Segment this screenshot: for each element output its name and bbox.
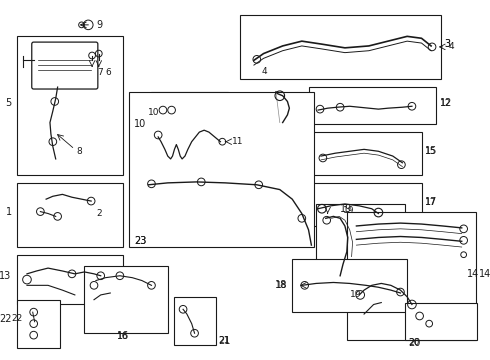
- Text: 20: 20: [408, 338, 419, 347]
- Text: 16: 16: [117, 331, 129, 341]
- Text: 14: 14: [479, 269, 490, 279]
- Text: 4: 4: [262, 67, 267, 76]
- Text: 9: 9: [96, 20, 102, 30]
- Bar: [292, 258, 407, 312]
- Bar: [240, 15, 441, 80]
- Text: 6: 6: [105, 68, 111, 77]
- Text: 19: 19: [340, 204, 352, 214]
- Text: 16: 16: [117, 332, 128, 341]
- Text: 13: 13: [0, 271, 12, 281]
- Text: 11: 11: [232, 137, 244, 146]
- Text: 17: 17: [425, 197, 438, 207]
- Text: 10: 10: [147, 108, 159, 117]
- Text: 14: 14: [466, 269, 479, 279]
- Text: 20: 20: [408, 338, 420, 348]
- Bar: [309, 87, 436, 125]
- Text: 1: 1: [5, 207, 12, 217]
- Bar: [309, 132, 421, 175]
- Text: 8: 8: [77, 147, 82, 156]
- Text: 23: 23: [134, 236, 147, 246]
- Bar: [18, 36, 122, 175]
- Text: 12: 12: [440, 99, 451, 108]
- Text: 22: 22: [0, 314, 12, 324]
- Bar: [347, 212, 476, 340]
- Text: 3: 3: [444, 39, 451, 49]
- Bar: [174, 297, 216, 345]
- Text: 19: 19: [343, 206, 354, 215]
- Text: 3: 3: [444, 39, 451, 49]
- Bar: [18, 255, 122, 305]
- Text: 4: 4: [448, 42, 454, 51]
- Bar: [151, 92, 228, 166]
- Text: 21: 21: [219, 336, 231, 346]
- Text: 18: 18: [275, 280, 288, 290]
- Text: 17: 17: [425, 198, 437, 207]
- Text: 15: 15: [425, 147, 437, 156]
- Text: 21: 21: [219, 336, 230, 345]
- Bar: [309, 183, 421, 226]
- Bar: [405, 302, 477, 340]
- Text: 22: 22: [12, 314, 23, 323]
- Bar: [18, 300, 59, 348]
- Bar: [18, 183, 122, 247]
- Text: 19: 19: [350, 291, 361, 300]
- Text: 10: 10: [133, 120, 146, 130]
- Text: 5: 5: [5, 98, 12, 108]
- Text: 12: 12: [440, 98, 452, 108]
- Bar: [316, 204, 405, 305]
- Text: 23: 23: [134, 236, 147, 246]
- Text: 2: 2: [96, 209, 101, 218]
- Bar: [84, 266, 168, 333]
- Bar: [129, 92, 314, 247]
- Text: 18: 18: [276, 281, 288, 290]
- Text: 15: 15: [425, 146, 438, 156]
- Text: 7: 7: [97, 68, 102, 77]
